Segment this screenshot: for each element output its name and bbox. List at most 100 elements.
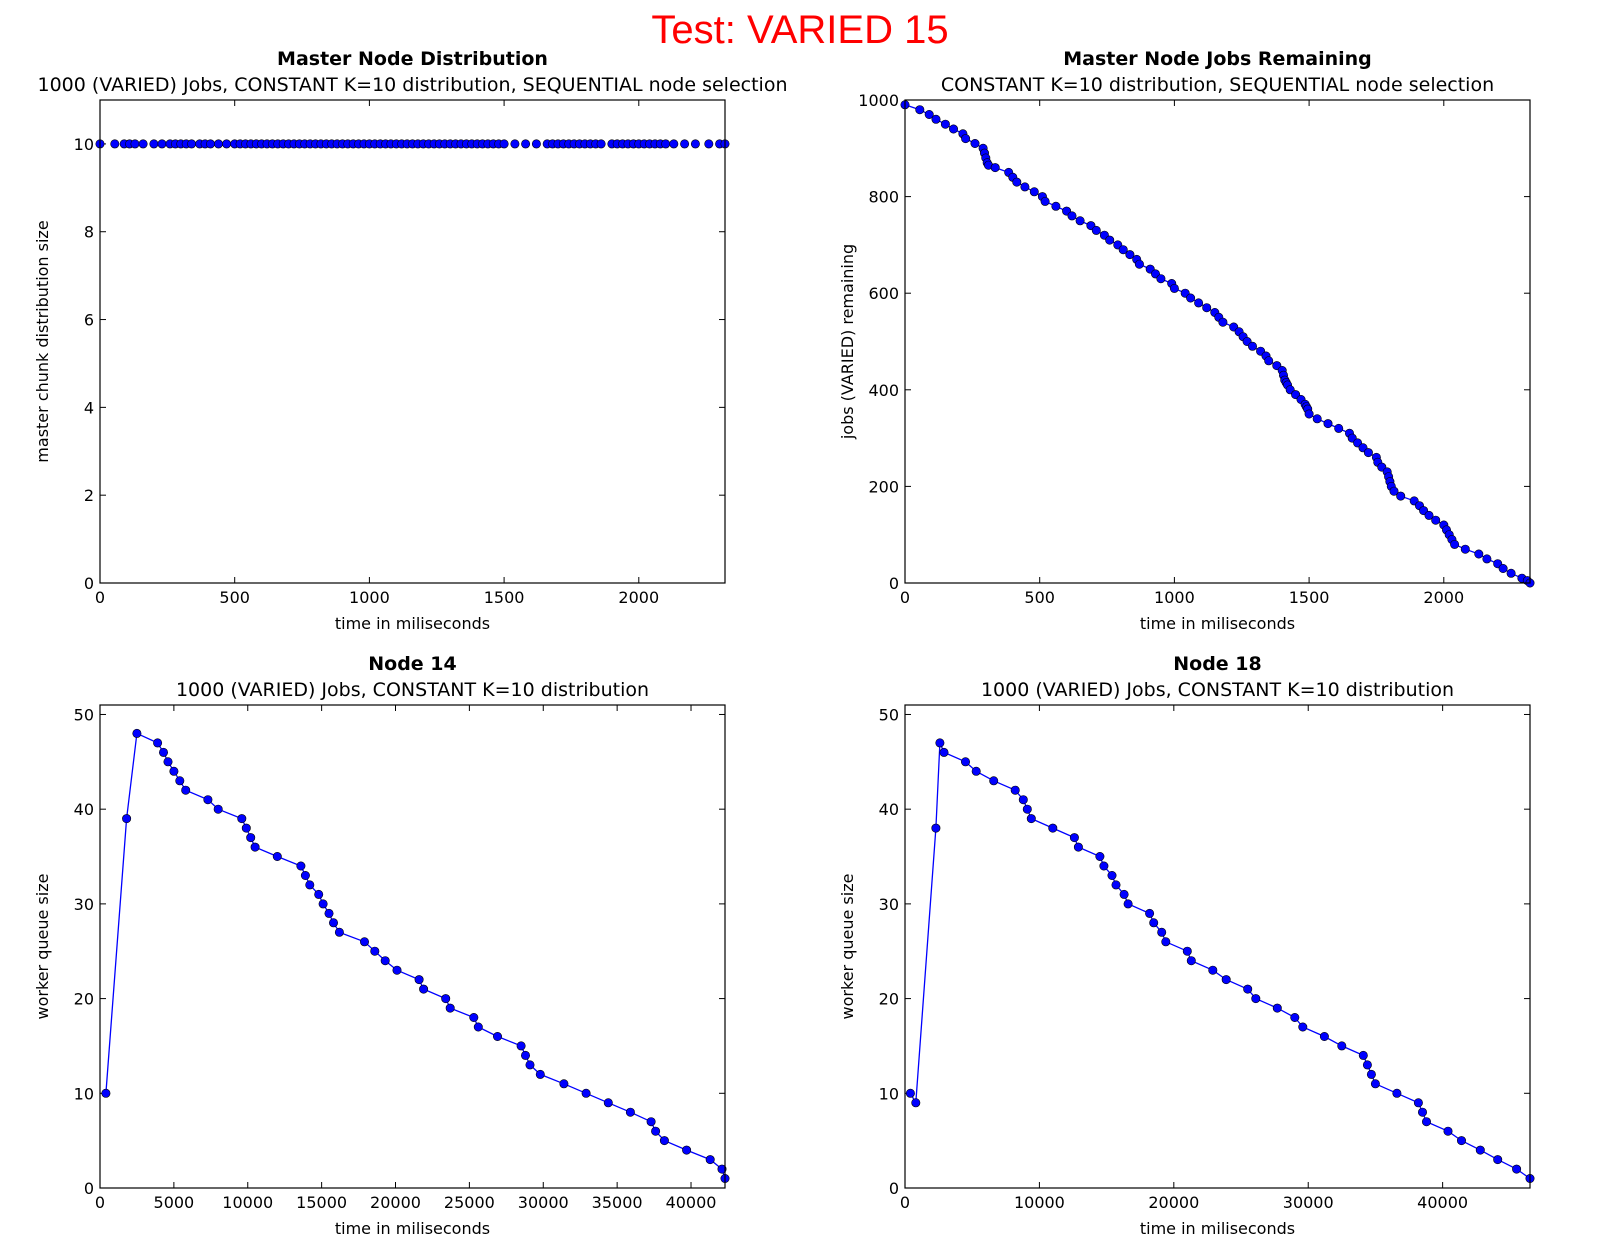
chart-title: Master Node Distribution — [277, 48, 548, 70]
data-point — [1482, 554, 1492, 564]
chart-title: Node 18 — [1173, 653, 1262, 675]
x-tick-label: 20000 — [1148, 1193, 1199, 1212]
data-point — [625, 1107, 635, 1117]
data-point — [1010, 785, 1020, 795]
data-point — [935, 738, 945, 748]
data-point — [1460, 544, 1470, 554]
data-point — [1208, 965, 1218, 975]
data-point — [510, 139, 520, 149]
data-point — [159, 747, 169, 757]
data-point — [948, 124, 958, 134]
data-point — [1169, 283, 1179, 293]
data-point — [157, 139, 167, 149]
data-point — [603, 1098, 613, 1108]
data-point — [1337, 1041, 1347, 1051]
y-tick-label: 600 — [868, 284, 899, 303]
y-tick-label: 50 — [74, 705, 94, 724]
data-point — [704, 139, 714, 149]
data-point — [169, 766, 179, 776]
figure-suptitle: Test: VARIED 15 — [651, 8, 949, 52]
data-point — [1363, 448, 1373, 458]
data-point — [314, 889, 324, 899]
data-point — [1389, 486, 1399, 496]
data-point — [1107, 870, 1117, 880]
data-point — [300, 870, 310, 880]
data-point — [1323, 419, 1333, 429]
data-point — [1304, 409, 1314, 419]
data-point — [110, 139, 120, 149]
data-point — [990, 163, 1000, 173]
data-point — [1075, 216, 1085, 226]
data-point — [531, 139, 541, 149]
data-point — [1095, 851, 1105, 861]
data-point — [1022, 804, 1032, 814]
data-point — [1290, 1012, 1300, 1022]
y-tick-label: 8 — [84, 223, 94, 242]
x-tick-label: 30000 — [1283, 1193, 1334, 1212]
data-point — [705, 1155, 715, 1165]
data-point — [1029, 187, 1039, 197]
data-point — [414, 975, 424, 985]
data-point — [525, 1060, 535, 1070]
y-tick-label: 0 — [889, 1179, 899, 1198]
y-axis-label: worker queue size — [33, 874, 52, 1020]
data-point — [659, 1136, 669, 1146]
data-point — [1149, 918, 1159, 928]
data-point — [1431, 515, 1441, 525]
data-point — [1251, 994, 1261, 1004]
data-point — [250, 842, 260, 852]
data-point — [1186, 293, 1196, 303]
data-point — [1051, 201, 1061, 211]
data-point — [175, 776, 185, 786]
data-point — [1493, 1155, 1503, 1165]
data-point — [1157, 927, 1167, 937]
data-point — [1334, 423, 1344, 433]
axes-frame — [904, 704, 1531, 1189]
data-point — [1512, 1164, 1522, 1174]
data-point — [1221, 975, 1231, 985]
data-point — [669, 139, 679, 149]
data-point — [1073, 842, 1083, 852]
x-tick-label: 1000 — [349, 588, 390, 607]
data-point — [1156, 274, 1166, 284]
data-point — [187, 139, 197, 149]
data-point — [960, 757, 970, 767]
x-tick-label: 1500 — [484, 588, 525, 607]
data-point — [924, 110, 934, 120]
series-remaining — [900, 100, 1535, 588]
data-point — [596, 139, 606, 149]
axes-frame — [99, 704, 726, 1189]
data-point — [272, 851, 282, 861]
data-point — [1134, 259, 1144, 269]
data-point — [153, 738, 163, 748]
data-point — [1418, 1107, 1428, 1117]
y-axis-label: jobs (VARIED) remaining — [838, 244, 857, 440]
y-tick-label: 0 — [84, 1179, 94, 1198]
data-point — [305, 880, 315, 890]
x-axis-label: time in miliseconds — [335, 614, 490, 633]
x-tick-label: 40000 — [666, 1193, 717, 1212]
data-point — [911, 1098, 921, 1108]
data-point — [1506, 568, 1516, 578]
x-tick-label: 30000 — [518, 1193, 569, 1212]
x-tick-label: 15000 — [296, 1193, 347, 1212]
x-tick-label: 10000 — [222, 1193, 273, 1212]
data-point — [163, 757, 173, 767]
x-tick-label: 0 — [900, 1193, 910, 1212]
x-tick-label: 500 — [219, 588, 250, 607]
data-point — [370, 946, 380, 956]
data-point — [1067, 211, 1077, 221]
data-point — [1161, 937, 1171, 947]
y-tick-label: 800 — [868, 188, 899, 207]
data-point — [1450, 539, 1460, 549]
data-point — [1194, 298, 1204, 308]
series-queue — [101, 728, 730, 1184]
data-point — [473, 1022, 483, 1032]
axes-frame — [904, 99, 1531, 584]
data-point — [1026, 814, 1036, 824]
data-point — [1218, 317, 1228, 327]
data-point — [1366, 1069, 1376, 1079]
y-tick-label: 6 — [84, 311, 94, 330]
chart-subtitle: 1000 (VARIED) Jobs, CONSTANT K=10 distri… — [37, 74, 787, 96]
data-point — [241, 823, 251, 833]
